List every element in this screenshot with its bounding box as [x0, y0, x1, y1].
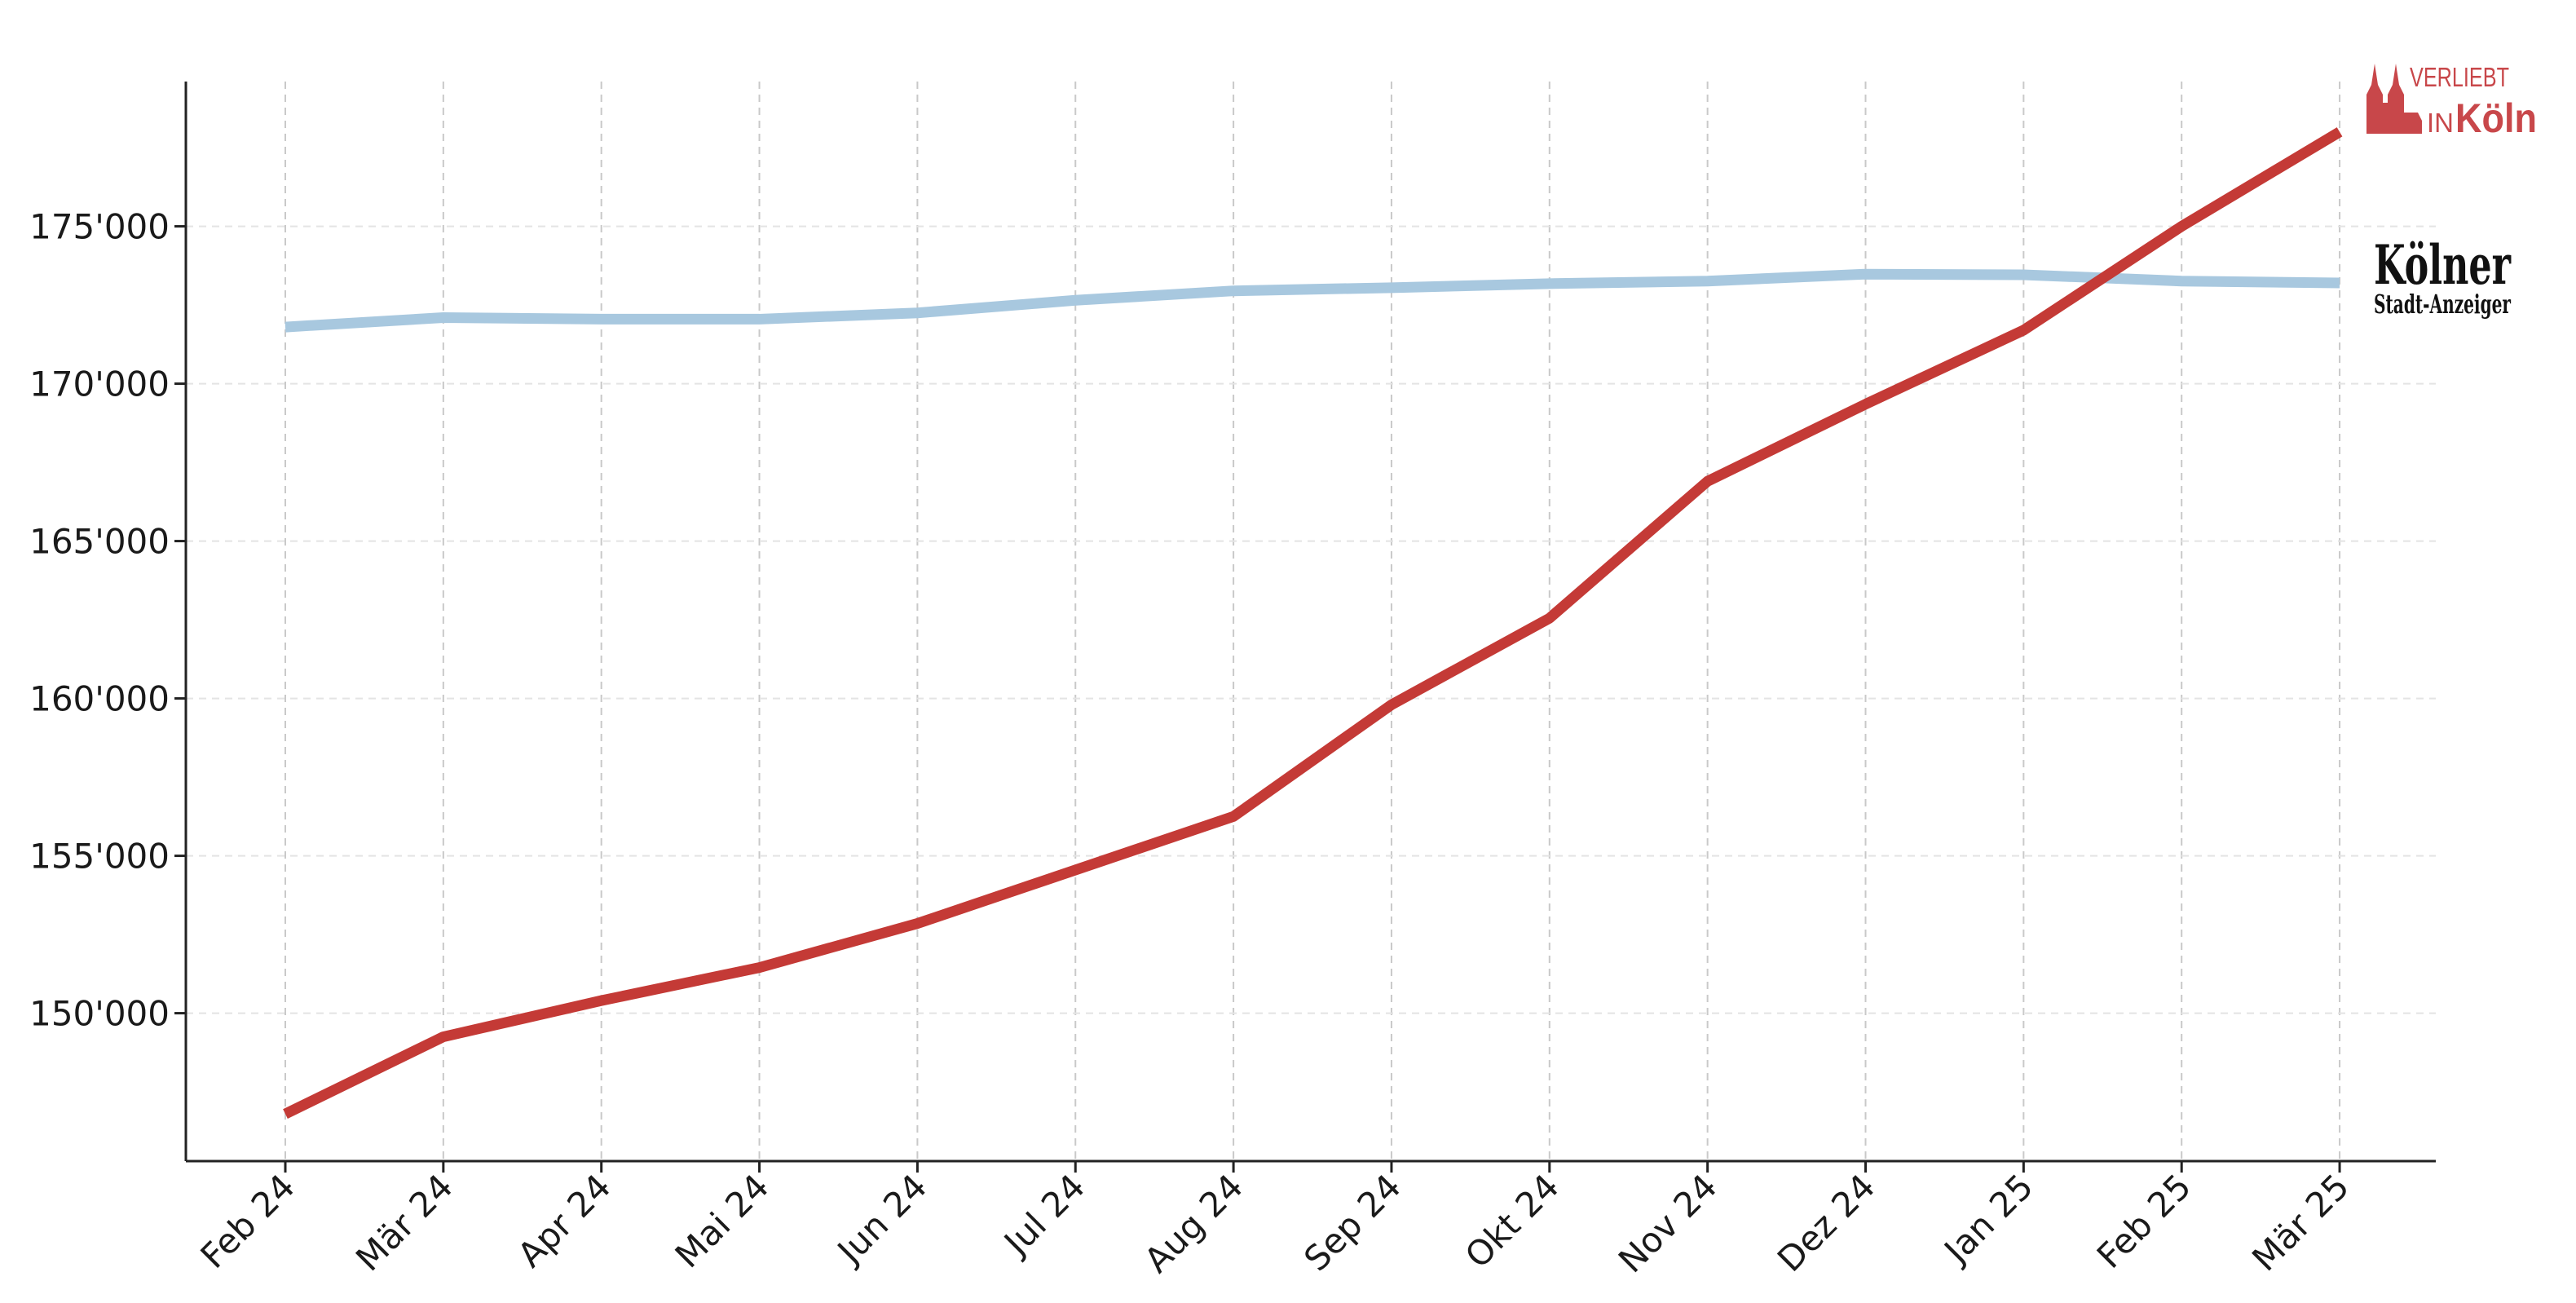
- x-tick-label: Okt 24: [1458, 1166, 1567, 1275]
- y-tick-label: 150'000: [29, 994, 170, 1034]
- series-line-red: [283, 127, 2343, 1119]
- x-tick-label: Feb 24: [193, 1166, 302, 1275]
- x-tick-label: Mär 25: [2244, 1166, 2357, 1279]
- in-text: IN: [2427, 108, 2454, 138]
- x-tick-label: Nov 24: [1611, 1166, 1725, 1280]
- y-tick-label: 160'000: [29, 679, 170, 719]
- koelner-text: Kölner: [2374, 233, 2512, 297]
- cathedral-icon: [2366, 64, 2422, 134]
- x-tick-label: Dez 24: [1770, 1166, 1883, 1279]
- x-tick-label: Sep 24: [1296, 1166, 1409, 1279]
- series-group: [283, 127, 2343, 1119]
- x-tick-label: Mär 24: [348, 1166, 461, 1279]
- ticks: Feb 24 Mär 24 Apr 24 Mai 24 Jun 24 Jul 24 Aug …: [29, 207, 2357, 1281]
- x-tick-label: Jan 25: [1935, 1166, 2041, 1272]
- series-line-blue: [285, 268, 2340, 333]
- x-tick-label: Jun 24: [828, 1166, 934, 1272]
- x-tick-label: Aug 24: [1136, 1166, 1251, 1280]
- koelner-stadt-anzeiger-logo: Kölner Stadt-Anzeiger: [2374, 233, 2512, 320]
- verliebt-in-koeln-logo: VERLIEBT IN Köln: [2366, 62, 2537, 141]
- koeln-text: Köln: [2455, 95, 2537, 141]
- x-tick-label: Mai 24: [668, 1166, 777, 1275]
- y-tick-label: 165'000: [29, 522, 170, 562]
- grid: [186, 82, 2436, 1161]
- stadt-anzeiger-text: Stadt-Anzeiger: [2374, 289, 2512, 320]
- y-tick-label: 170'000: [29, 364, 170, 404]
- x-tick-label: Jul 24: [995, 1166, 1092, 1264]
- axes: [184, 82, 2436, 1163]
- y-tick-label: 175'000: [29, 207, 170, 247]
- x-tick-label: Feb 25: [2089, 1166, 2199, 1275]
- x-tick-label: Apr 24: [510, 1166, 619, 1274]
- verliebt-text: VERLIEBT: [2410, 62, 2509, 92]
- y-tick-label: 155'000: [29, 837, 170, 877]
